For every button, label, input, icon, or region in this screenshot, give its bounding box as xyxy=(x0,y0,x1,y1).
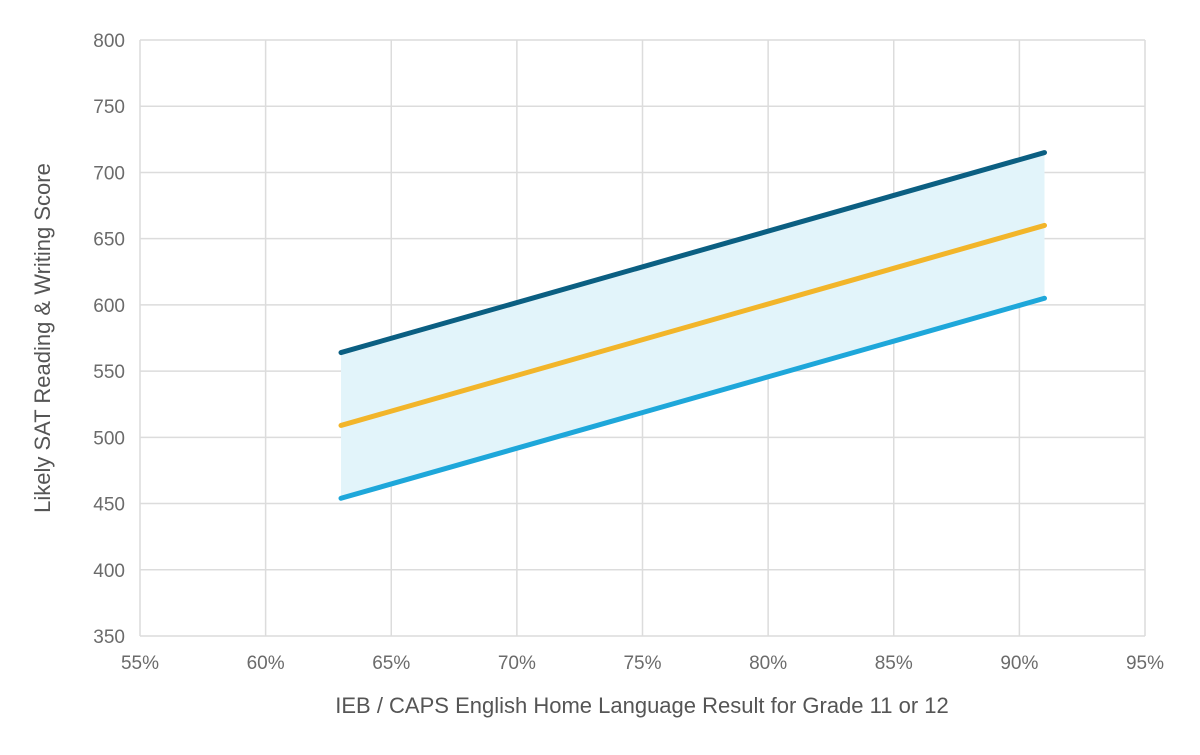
series-lower-line xyxy=(338,295,1047,501)
x-tick-label: 65% xyxy=(372,653,410,674)
y-tick-label: 350 xyxy=(93,627,125,648)
y-axis-title: Likely SAT Reading & Writing Score xyxy=(30,163,55,513)
x-axis-title: IEB / CAPS English Home Language Result … xyxy=(335,693,949,718)
y-tick-label: 800 xyxy=(93,31,125,52)
series-upper-line xyxy=(338,150,1047,356)
y-tick-label: 500 xyxy=(93,428,125,449)
y-tick-label: 550 xyxy=(93,362,125,383)
y-tick-label: 600 xyxy=(93,296,125,317)
y-axis-ticks: 350 400 450 500 550 600 650 700 750 800 xyxy=(93,31,125,648)
x-axis-ticks: 55% 60% 65% 70% 75% 80% 85% 90% 95% xyxy=(121,653,1164,674)
y-tick-label: 650 xyxy=(93,230,125,251)
y-tick-label: 450 xyxy=(93,495,125,516)
y-tick-label: 700 xyxy=(93,163,125,184)
y-tick-label: 400 xyxy=(93,561,125,582)
x-tick-label: 80% xyxy=(749,653,787,674)
y-tick-label: 750 xyxy=(93,97,125,118)
x-tick-label: 85% xyxy=(875,653,913,674)
x-tick-label: 90% xyxy=(1000,653,1038,674)
x-tick-label: 95% xyxy=(1126,653,1164,674)
x-tick-label: 75% xyxy=(623,653,661,674)
x-tick-label: 60% xyxy=(247,653,285,674)
x-tick-label: 55% xyxy=(121,653,159,674)
x-tick-label: 70% xyxy=(498,653,536,674)
series-lines xyxy=(338,150,1047,501)
series-middle-line xyxy=(338,222,1047,428)
